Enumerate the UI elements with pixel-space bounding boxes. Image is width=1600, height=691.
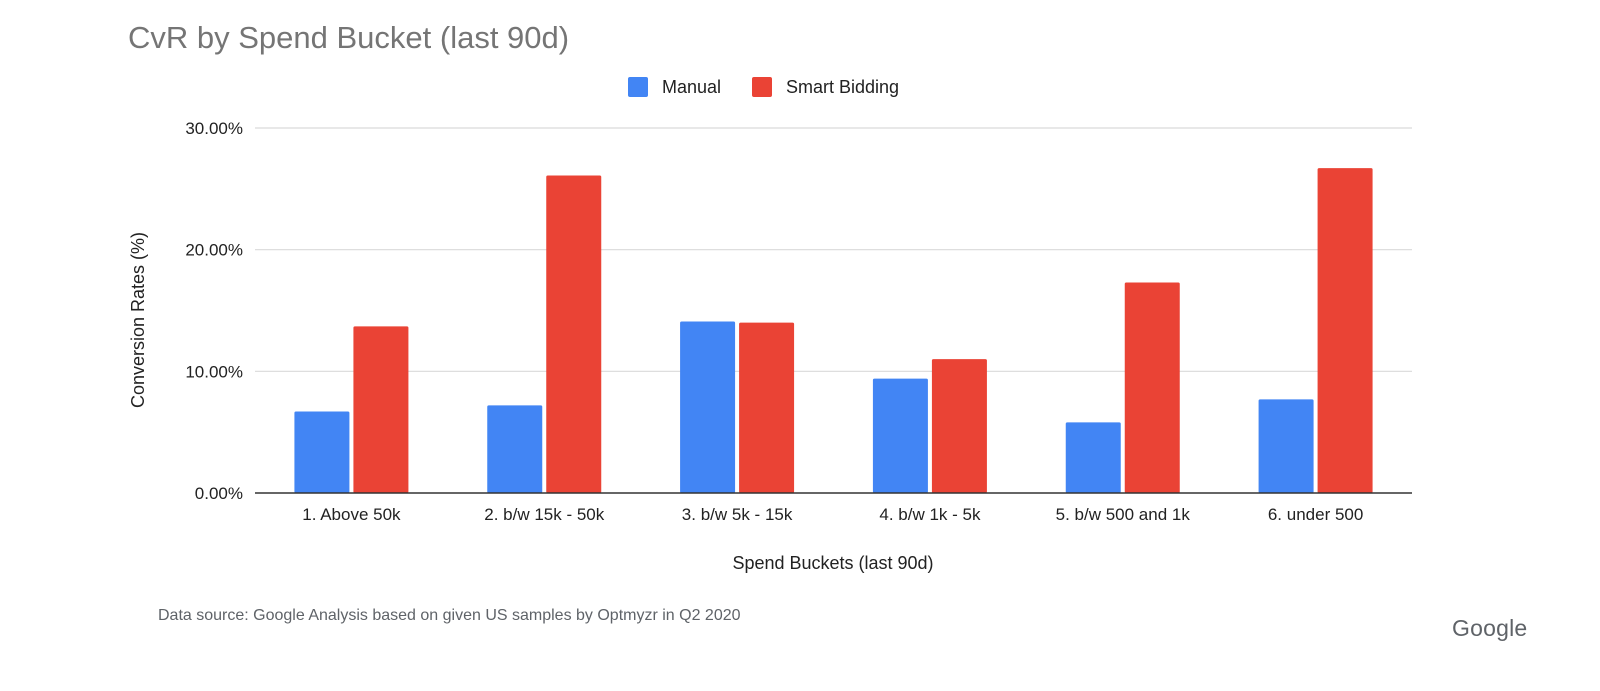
google-logo: Google (1452, 615, 1528, 641)
bar-chart: 0.00% 10.00% 20.00% 30.00% 1. Above 50k 2. b/… (128, 77, 1412, 573)
x-tick-label: 2. b/w 15k - 50k (484, 505, 605, 524)
bar-manual (680, 321, 736, 493)
bar-smart-bidding (1317, 168, 1373, 493)
y-tick-label: 10.00% (185, 362, 243, 381)
bars (294, 168, 1373, 493)
legend-label-manual: Manual (662, 77, 721, 97)
gridlines (255, 127, 1412, 372)
legend: Manual Smart Bidding (628, 77, 899, 97)
y-tick-label: 30.00% (185, 119, 243, 138)
bar-smart-bidding (546, 175, 602, 493)
legend-swatch-manual (628, 77, 648, 97)
x-tick-label: 4. b/w 1k - 5k (879, 505, 981, 524)
x-tick-label: 6. under 500 (1268, 505, 1363, 524)
x-axis-title: Spend Buckets (last 90d) (732, 553, 933, 573)
bar-manual (872, 378, 928, 493)
bar-smart-bidding (353, 326, 409, 493)
x-tick-label: 1. Above 50k (302, 505, 401, 524)
x-tick-label: 5. b/w 500 and 1k (1056, 505, 1191, 524)
bar-smart-bidding (739, 322, 795, 493)
y-tick-label: 0.00% (195, 484, 243, 503)
x-tick-label: 3. b/w 5k - 15k (682, 505, 793, 524)
y-tick-label: 20.00% (185, 241, 243, 260)
legend-label-smart-bidding: Smart Bidding (786, 77, 899, 97)
bar-manual (1258, 399, 1314, 493)
axes: 0.00% 10.00% 20.00% 30.00% 1. Above 50k 2. b/… (185, 119, 1412, 524)
y-axis-title: Conversion Rates (%) (128, 232, 148, 408)
bar-smart-bidding (1124, 282, 1180, 493)
bar-manual (1065, 422, 1121, 493)
data-source-note: Data source: Google Analysis based on gi… (158, 607, 741, 624)
legend-swatch-smart-bidding (752, 77, 772, 97)
bar-manual (294, 411, 350, 493)
bar-smart-bidding (931, 359, 987, 493)
bar-manual (487, 405, 543, 493)
chart-title: CvR by Spend Bucket (last 90d) (128, 20, 570, 55)
